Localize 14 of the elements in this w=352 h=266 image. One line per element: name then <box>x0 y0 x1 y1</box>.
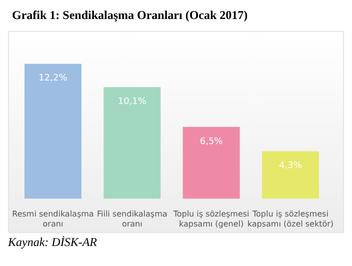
bar <box>24 64 82 199</box>
data-label: 12,2% <box>38 74 68 84</box>
x-tick-label: Toplu iş sözleşmesi kapsamı (özel sektör) <box>247 210 334 228</box>
bar <box>182 126 240 199</box>
text: Kaynak: DİSK-AR <box>8 235 98 250</box>
data-label: 4,3% <box>279 161 302 172</box>
bar <box>262 151 319 199</box>
x-tick-label: Toplu iş sözleşmesi kapsamı (genel) <box>172 210 250 228</box>
data-label: 6,5% <box>200 136 224 147</box>
data-label: 10,1% <box>118 96 147 107</box>
bar <box>104 87 161 199</box>
x-tick-label: Resmi sendikalaşma oranı <box>12 210 94 228</box>
chart-title: Grafik 1: Sendikalaşma Oranları (Ocak 2017) <box>12 8 249 23</box>
x-tick-label: Fiili sendikalaşma oranı <box>96 210 168 228</box>
